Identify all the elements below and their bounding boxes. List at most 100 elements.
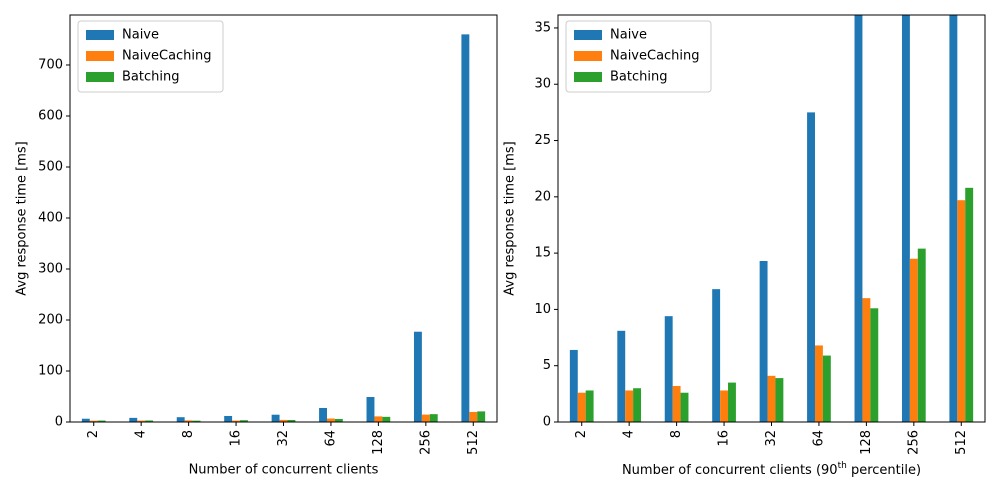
bars bbox=[81, 34, 486, 422]
bar bbox=[429, 414, 438, 422]
bar bbox=[569, 349, 578, 422]
bar bbox=[775, 378, 784, 422]
x-tick-label: 4 bbox=[622, 430, 637, 438]
y-tick-label: 25 bbox=[534, 133, 551, 148]
x-axis-label-part: percentile) bbox=[847, 463, 921, 478]
bar bbox=[680, 392, 689, 422]
bar bbox=[469, 411, 478, 422]
x-tick-label: 64 bbox=[323, 430, 338, 447]
bar bbox=[577, 392, 586, 422]
bar bbox=[192, 420, 201, 422]
bar bbox=[129, 417, 138, 422]
x-tick-label: 128 bbox=[371, 430, 386, 455]
y-tick-label: 100 bbox=[38, 363, 63, 378]
x-tick-label: 8 bbox=[669, 430, 684, 438]
bar bbox=[617, 330, 626, 422]
bar bbox=[81, 418, 90, 422]
bar bbox=[232, 420, 241, 422]
bar bbox=[728, 382, 736, 422]
bar bbox=[664, 316, 673, 422]
x-tick-label: 32 bbox=[764, 430, 779, 447]
y-tick-label: 10 bbox=[534, 302, 551, 317]
y-tick-label: 0 bbox=[55, 415, 63, 430]
x-axis-label: Number of concurrent clients bbox=[189, 463, 379, 478]
y-tick-label: 500 bbox=[38, 159, 63, 174]
bar bbox=[625, 390, 634, 422]
bar bbox=[767, 375, 776, 422]
y-tick-label: 600 bbox=[38, 108, 63, 123]
bar bbox=[957, 200, 966, 422]
y-axis-label: Avg response time [ms] bbox=[503, 141, 518, 295]
legend-swatch bbox=[86, 30, 114, 40]
legend-box bbox=[565, 20, 712, 93]
y-tick-label: 20 bbox=[534, 189, 551, 204]
bar bbox=[712, 289, 721, 422]
bar bbox=[720, 390, 729, 422]
bar bbox=[240, 420, 248, 422]
bar bbox=[585, 390, 594, 422]
bar bbox=[176, 417, 185, 422]
bar bbox=[759, 261, 768, 422]
x-axis-label-part: th bbox=[838, 461, 847, 471]
legend-swatch bbox=[574, 72, 602, 82]
y-tick-label: 30 bbox=[534, 77, 551, 92]
x-tick-label: 256 bbox=[418, 430, 433, 455]
bar bbox=[909, 258, 918, 422]
y-tick-label: 300 bbox=[38, 261, 63, 276]
bar bbox=[89, 420, 98, 422]
bar bbox=[917, 248, 926, 422]
bar bbox=[287, 420, 296, 422]
bar bbox=[965, 187, 974, 422]
legend-swatch bbox=[86, 72, 114, 82]
bar bbox=[137, 420, 146, 422]
x-axis-label-part: Number of concurrent clients (90 bbox=[622, 463, 838, 478]
bar bbox=[672, 385, 681, 422]
bar bbox=[870, 308, 879, 422]
y-tick-label: 400 bbox=[38, 210, 63, 225]
x-tick-label: 256 bbox=[906, 430, 921, 455]
bar bbox=[334, 418, 343, 422]
bar bbox=[461, 34, 470, 422]
x-tick-label: 64 bbox=[811, 430, 826, 447]
plot-frame bbox=[557, 14, 986, 423]
x-tick-label: 4 bbox=[134, 430, 149, 438]
x-tick-label: 128 bbox=[859, 430, 874, 455]
legend-label: Batching bbox=[122, 70, 179, 85]
legend-label: Batching bbox=[610, 70, 667, 85]
bar bbox=[477, 411, 486, 422]
x-tick-label: 2 bbox=[86, 430, 101, 438]
legend-label: Naive bbox=[122, 28, 159, 43]
legend-swatch bbox=[86, 51, 114, 61]
bar bbox=[97, 420, 106, 422]
y-tick-label: 15 bbox=[534, 246, 551, 261]
x-tick-label: 32 bbox=[276, 430, 291, 447]
bar bbox=[949, 15, 958, 422]
legend-swatch bbox=[574, 51, 602, 61]
chart: 2 4 8 16 32 64 128 256 512 0 5 10 15 20 25 30 35 Number o… bbox=[503, 14, 986, 478]
legend-label: NaiveCaching bbox=[122, 49, 212, 64]
bar bbox=[145, 420, 154, 422]
legend: Naive NaiveCaching Batching bbox=[77, 20, 224, 93]
legend-box bbox=[77, 20, 224, 93]
bar bbox=[633, 388, 642, 422]
chart: 2 4 8 16 32 64 128 256 512 0 100 200 300 400 500 600 700… bbox=[15, 14, 498, 478]
bar bbox=[901, 15, 910, 422]
bar bbox=[862, 298, 871, 422]
bar bbox=[326, 418, 335, 422]
y-tick-label: 200 bbox=[38, 312, 63, 327]
legend-swatch bbox=[574, 30, 602, 40]
bar bbox=[366, 397, 375, 422]
bar bbox=[319, 407, 327, 422]
plot-frame bbox=[69, 14, 498, 423]
legend-label: NaiveCaching bbox=[610, 49, 700, 64]
legend-label: Naive bbox=[610, 28, 647, 43]
y-tick-label: 5 bbox=[543, 358, 551, 373]
bar bbox=[374, 416, 383, 422]
bar bbox=[224, 415, 233, 422]
x-tick-label: 2 bbox=[574, 430, 589, 438]
bars bbox=[569, 15, 974, 422]
x-tick-label: 16 bbox=[717, 430, 732, 447]
x-tick-label: 16 bbox=[229, 430, 244, 447]
bar bbox=[807, 112, 815, 422]
